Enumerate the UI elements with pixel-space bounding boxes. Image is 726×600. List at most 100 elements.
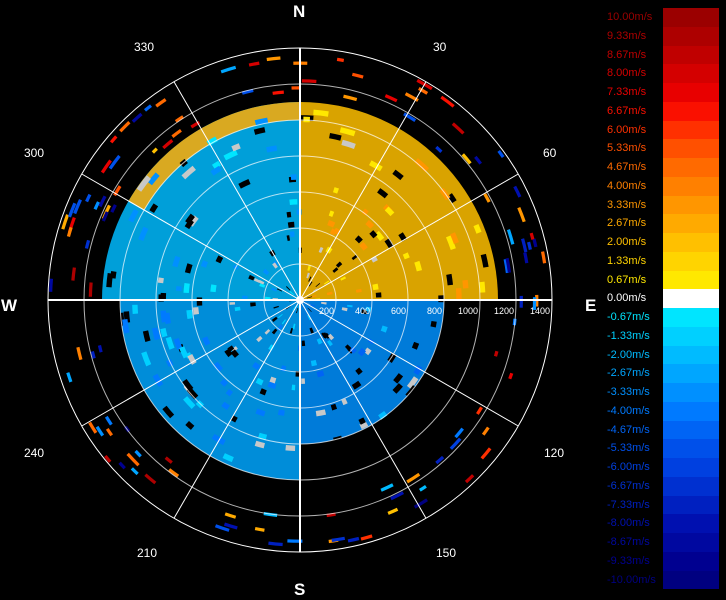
legend-swatch [663, 514, 719, 533]
velocity-gate [281, 319, 286, 325]
velocity-gate [264, 329, 271, 335]
legend-swatch [663, 533, 719, 552]
legend-swatch [663, 233, 719, 252]
scattered-return [66, 372, 73, 383]
scattered-return [61, 214, 70, 230]
velocity-gate [186, 387, 199, 400]
velocity-gate [355, 288, 362, 293]
velocity-gate [289, 327, 293, 334]
legend-entry: 3.33m/s [603, 195, 719, 215]
velocity-gate [142, 330, 151, 342]
legend-swatch [663, 458, 719, 477]
velocity-gate [141, 351, 152, 367]
scattered-return [406, 472, 421, 484]
scattered-return [287, 539, 303, 543]
legend-swatch [663, 401, 719, 421]
velocity-gate [268, 344, 275, 351]
velocity-gate [252, 362, 261, 371]
velocity-gate-layer [49, 56, 547, 547]
velocity-gate [242, 295, 248, 299]
velocity-gate [328, 210, 335, 217]
velocity-gate [259, 283, 266, 288]
scattered-return [109, 135, 118, 144]
scattered-return [529, 232, 535, 240]
scattered-return [360, 534, 373, 541]
scattered-return [49, 278, 54, 292]
velocity-gate [295, 371, 301, 377]
scattered-return [171, 129, 182, 138]
velocity-gate [384, 206, 395, 217]
azimuth-line-60 [299, 173, 519, 301]
compass-north-label: N [293, 2, 306, 21]
scattered-return [119, 120, 131, 133]
scattered-return [162, 139, 174, 150]
azimuth-line-240 [81, 299, 301, 427]
range-tick-label-200: 200 [319, 306, 334, 316]
scattered-return [220, 65, 237, 74]
velocity-gate [414, 260, 423, 272]
scattered-return [174, 115, 184, 123]
scattered-return [380, 483, 394, 492]
scattered-return [343, 94, 358, 102]
legend-label: 2.00m/s [607, 236, 647, 248]
legend-label: -2.00m/s [607, 348, 650, 361]
velocity-gate [210, 165, 222, 176]
scattered-return [464, 474, 475, 484]
velocity-gate [380, 325, 388, 333]
velocity-gate [262, 268, 270, 276]
scattered-return [168, 468, 180, 478]
legend-swatch [663, 26, 719, 46]
range-tick-label-600: 600 [391, 306, 406, 316]
velocity-gate [286, 235, 291, 241]
velocity-gate [157, 277, 164, 284]
scattered-return [223, 522, 238, 530]
velocity-gate [312, 288, 318, 292]
legend-entry: -10.00m/s [603, 570, 719, 590]
velocity-gate [357, 347, 367, 357]
velocity-gate [287, 221, 295, 228]
scattered-return [508, 372, 514, 380]
velocity-gate [369, 160, 383, 172]
scattered-return [85, 193, 92, 203]
scattered-return [272, 90, 284, 95]
scattered-return [497, 149, 505, 159]
velocity-gate [196, 297, 203, 306]
angle-label-60: 60 [543, 146, 557, 160]
velocity-gate [406, 376, 419, 390]
legend-entry: 6.00m/s [603, 120, 719, 140]
velocity-gate [377, 188, 389, 199]
velocity-gate [276, 288, 283, 292]
scattered-return [291, 86, 301, 90]
legend-entry: 0.00m/s [603, 289, 719, 308]
velocity-gate [138, 226, 149, 241]
velocity-gate [414, 158, 430, 173]
velocity-gate [344, 344, 352, 351]
legend-entry: 9.33m/s [603, 26, 719, 46]
velocity-gate [316, 370, 325, 378]
velocity-gate [455, 287, 462, 301]
velocity-gate [310, 359, 318, 367]
velocity-gate [211, 160, 221, 170]
velocity-gate [341, 398, 348, 406]
range-tick-label-800: 800 [427, 306, 442, 316]
legend-swatch [663, 439, 719, 458]
scattered-return [540, 251, 547, 264]
azimuth-line-120 [299, 299, 519, 427]
velocity-gate [363, 347, 372, 356]
scattered-return [418, 87, 429, 95]
legend-label: 8.67m/s [607, 48, 647, 61]
velocity-gate [309, 327, 314, 334]
velocity-gate [327, 220, 336, 228]
velocity-gate [234, 306, 241, 312]
legend-entry: -4.00m/s [603, 401, 719, 421]
velocity-gate [266, 145, 278, 153]
legend-swatch [663, 8, 719, 27]
velocity-gate [292, 323, 296, 330]
velocity-gate [220, 378, 228, 387]
legend-label: -1.33m/s [607, 329, 650, 342]
legend-entry: -7.33m/s [603, 495, 719, 515]
velocity-gate [122, 318, 130, 334]
velocity-gate [413, 365, 423, 376]
legend-entry: -6.00m/s [603, 458, 719, 477]
